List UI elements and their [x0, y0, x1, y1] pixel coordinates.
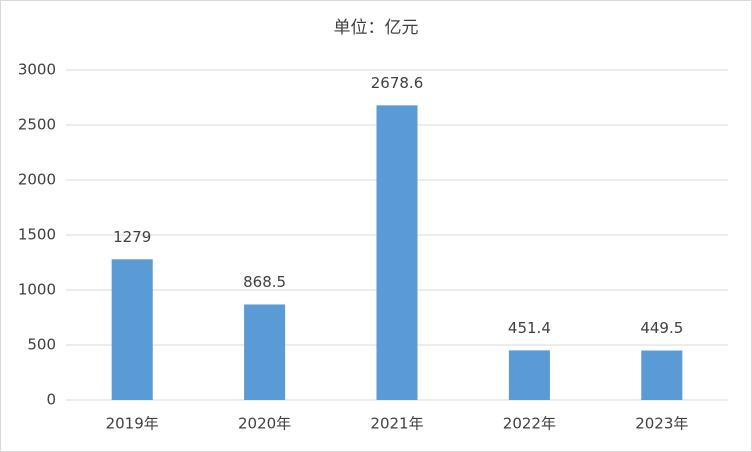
bar	[508, 350, 550, 400]
y-tick-label: 2500	[18, 116, 56, 134]
x-tick-label: 2019年	[106, 415, 159, 433]
chart-title: 单位：亿元	[334, 18, 419, 38]
value-label: 2678.6	[371, 74, 424, 92]
y-tick-label: 2000	[18, 171, 56, 189]
y-tick-label: 0	[46, 391, 56, 409]
y-tick-label: 3000	[18, 61, 56, 79]
bar	[641, 350, 683, 400]
y-tick-label: 500	[27, 336, 56, 354]
bar	[111, 259, 153, 400]
y-tick-label: 1000	[18, 281, 56, 299]
value-label: 868.5	[243, 273, 286, 291]
value-label: 1279	[113, 228, 151, 246]
bar	[376, 105, 418, 400]
x-tick-label: 2023年	[635, 415, 688, 433]
value-label: 449.5	[640, 319, 683, 337]
x-tick-label: 2020年	[238, 415, 291, 433]
bar	[244, 304, 286, 400]
y-tick-label: 1500	[18, 226, 56, 244]
value-label: 451.4	[508, 319, 551, 337]
x-tick-label: 2022年	[503, 415, 556, 433]
x-tick-label: 2021年	[370, 415, 423, 433]
